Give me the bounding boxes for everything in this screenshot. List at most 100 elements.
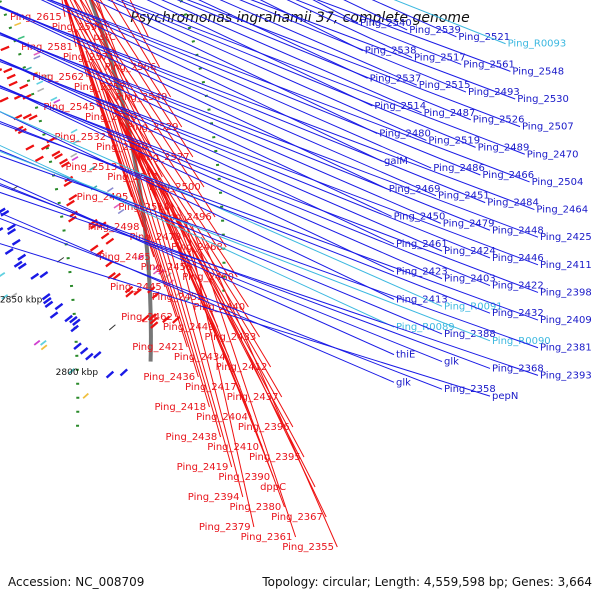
label-leader: [145, 160, 233, 468]
gene-label: Ping_2465: [99, 252, 151, 263]
label-leader: [219, 0, 417, 86]
reverse-gene: [172, 316, 181, 324]
reverse-gene: [141, 314, 150, 323]
forward-gene: [11, 238, 21, 246]
reverse-gene: [60, 161, 70, 168]
gene-label: Ping_2536: [85, 112, 137, 123]
forward-gene: [73, 342, 82, 350]
label-leader: [63, 0, 144, 228]
gene-label: Ping_2548: [512, 66, 564, 77]
gene-label: Ping_2599: [52, 22, 104, 33]
gene-label: thiE: [396, 350, 415, 361]
reverse-gene: [28, 114, 38, 121]
gene-label: Ping_2437: [227, 392, 279, 403]
gene-label: Ping_2393: [540, 370, 592, 381]
label-leader: [0, 58, 443, 252]
label-leader: [0, 191, 539, 376]
gene-label: Ping_2566: [105, 62, 157, 73]
cog-block: [40, 344, 48, 351]
gene-label: Ping_2466: [482, 170, 534, 181]
forward-gene: [6, 223, 16, 231]
cog-block: [152, 268, 160, 275]
label-leader: [111, 0, 172, 98]
label-leader: [0, 149, 443, 335]
label-leader: [0, 85, 395, 273]
gene-label: Ping_2425: [540, 232, 592, 243]
gene-label: Ping_2521: [458, 32, 510, 43]
reverse-gene: [148, 313, 157, 321]
reverse-gene: [8, 80, 18, 87]
gene-label: Ping_2520: [96, 142, 148, 153]
gene-label: Ping_2455: [152, 292, 204, 303]
cog-block: [165, 272, 172, 278]
reverse-gene: [149, 316, 158, 325]
reverse-gene: [105, 237, 115, 245]
cog-block: [42, 73, 50, 79]
gene-label: Ping_2504: [532, 177, 584, 188]
cog-block: [137, 254, 145, 260]
cog-block: [106, 187, 114, 193]
gene-label: Ping_2464: [536, 205, 588, 216]
forward-gene: [119, 368, 128, 377]
reverse-gene: [51, 150, 61, 157]
reverse-gene: [53, 153, 63, 160]
label-leader: [0, 87, 539, 293]
label-leader: [166, 192, 285, 508]
cog-block: [33, 339, 41, 346]
reverse-gene: [151, 291, 160, 300]
cog-block: [82, 392, 89, 399]
label-leader: [104, 91, 188, 348]
gene-label: Ping_2418: [154, 402, 206, 413]
gene-label: Ping_2412: [216, 362, 268, 373]
reverse-gene: [63, 180, 73, 187]
gene-label: Ping_2422: [492, 281, 544, 292]
cog-block: [10, 292, 18, 299]
gene-label: Ping_2526: [473, 115, 525, 126]
forward-gene: [72, 318, 81, 326]
label-leader: [135, 145, 222, 438]
reverse-gene: [3, 67, 13, 74]
label-leader: [0, 5, 437, 197]
cog-block: [14, 22, 22, 27]
reverse-gene: [6, 73, 16, 80]
label-leader: [0, 58, 395, 245]
gene-label: dppC: [260, 482, 286, 493]
gene-label: Ping_2446: [492, 253, 544, 264]
tick-label: 2800 kbp: [56, 368, 99, 378]
gene-label: Ping_2421: [132, 342, 184, 353]
reverse-gene: [162, 315, 171, 324]
label-leader: [80, 0, 205, 188]
gene-label: Ping_2380: [229, 502, 281, 513]
label-leader: [0, 155, 539, 349]
forward-gene: [13, 260, 23, 268]
reverse-gene: [68, 194, 78, 201]
cog-block: [50, 96, 58, 102]
reverse-gene: [13, 93, 24, 100]
forward-gene: [64, 314, 73, 323]
gene-label: Ping_2433: [205, 332, 257, 343]
forward-gene: [54, 302, 64, 311]
label-leader: [75, 29, 197, 268]
gene-label: Ping_2557: [74, 82, 126, 93]
label-leader: [0, 7, 535, 211]
forward-gene: [85, 352, 94, 361]
label-leader: [250, 0, 516, 100]
cog-block: [184, 296, 191, 303]
cog-block: [33, 51, 41, 56]
label-leader: [161, 0, 422, 114]
gene-label: Ping_2507: [522, 122, 574, 133]
gene-label: Ping_2480: [379, 129, 431, 140]
cog-block: [152, 264, 160, 271]
label-leader: [286, 0, 413, 58]
reverse-gene: [66, 199, 75, 207]
reverse-gene: [22, 113, 32, 120]
label-leader: [0, 32, 392, 217]
cog-block: [53, 99, 61, 104]
cog-block: [40, 339, 47, 346]
label-leader: [48, 0, 481, 176]
reverse-gene: [41, 144, 51, 151]
forward-gene: [44, 300, 54, 309]
label-leader: [0, 243, 491, 397]
reverse-gene: [125, 290, 134, 298]
label-leader: [0, 32, 441, 224]
